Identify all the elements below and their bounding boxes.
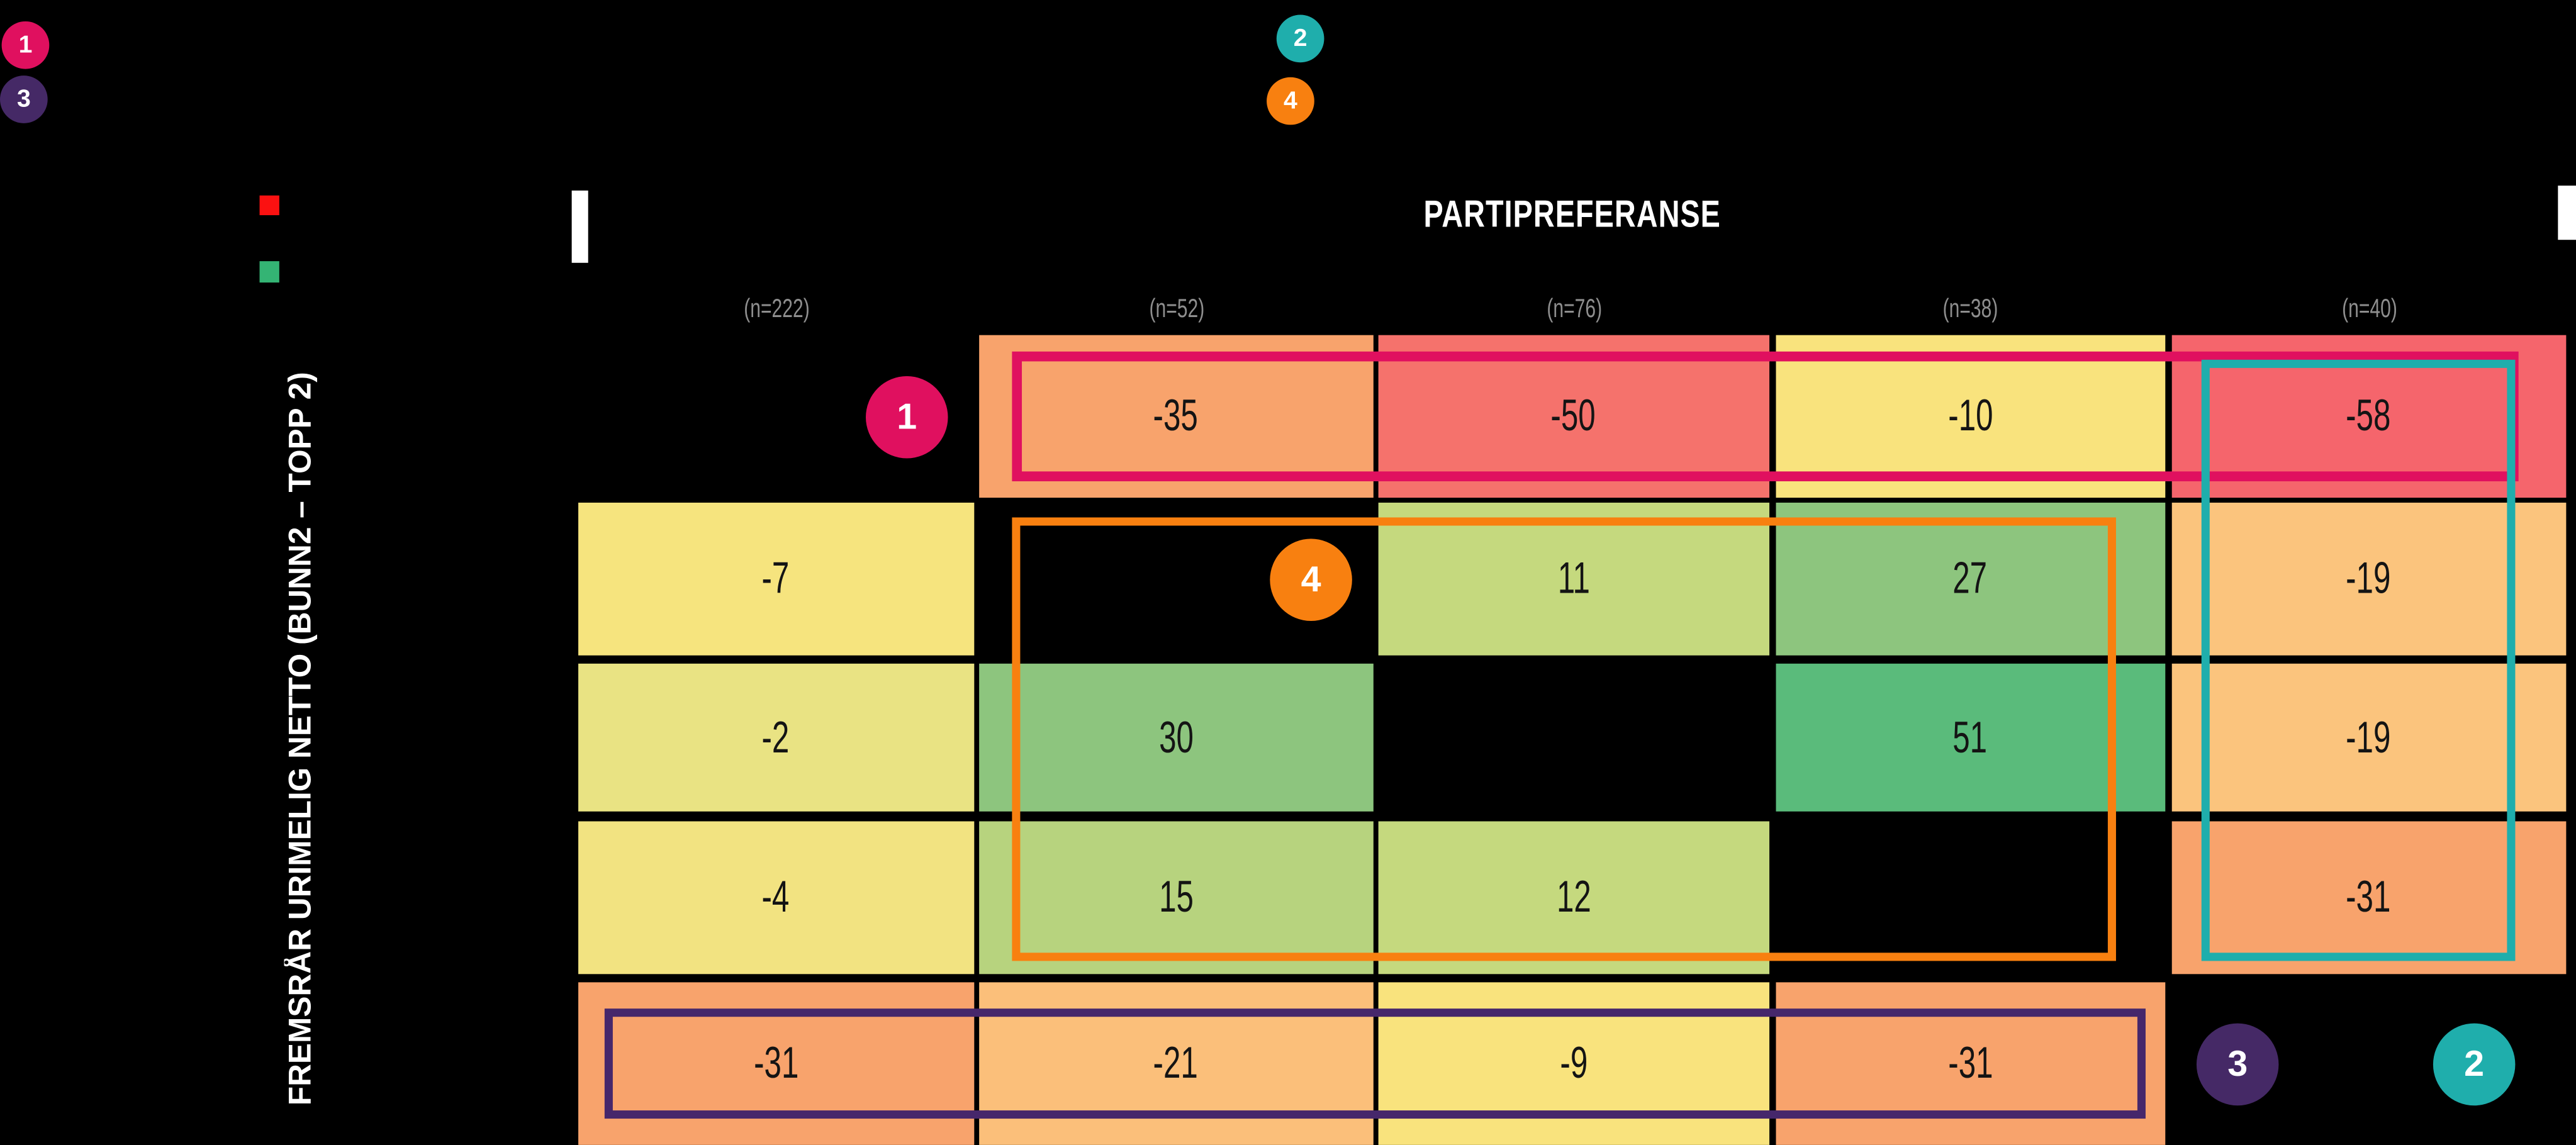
heatmap-cell-r3-c2: 30: [979, 663, 1374, 812]
column-axis-title: PARTIPREFERANSE: [578, 192, 2566, 236]
cell-value: 51: [1953, 712, 1988, 762]
cell-value: -50: [1551, 391, 1597, 440]
column-header-text: (n=222): [743, 295, 809, 324]
column-header-text: (n=38): [1942, 295, 1998, 324]
cell-value: -31: [1948, 1038, 1993, 1088]
column-header-4: (n=38): [1776, 296, 2165, 332]
cell-value: -9: [1560, 1038, 1588, 1088]
cell-value: 11: [1557, 553, 1590, 603]
column-axis-title-text: PARTIPREFERANSE: [1423, 192, 1721, 235]
corner-badge-2: 2: [1276, 14, 1324, 63]
column-header-2: (n=52): [979, 296, 1374, 332]
heatmap-cell-r1-c3: -50: [1378, 335, 1770, 498]
highlight-box-2: [2201, 359, 2516, 961]
cell-value: -31: [2346, 872, 2392, 922]
heatmap-cell-r3-c1: -2: [578, 663, 975, 812]
heatmap-cell-r3-c4: 51: [1776, 663, 2166, 812]
heatmap-cell-r2-c1: -7: [578, 502, 975, 656]
cell-value: -58: [2346, 391, 2392, 440]
corner-badge-1: 1: [1, 21, 50, 69]
heatmap-cell-r1-c2: -35: [979, 335, 1374, 498]
heatmap-cell-r4-c2: 15: [979, 821, 1374, 975]
highlight-box-4: [1012, 517, 2116, 961]
column-header-text: (n=52): [1148, 295, 1204, 324]
heatmap-cell-r3-c5: -19: [2171, 663, 2567, 812]
legend-green-swatch: [259, 261, 279, 283]
cell-value: -7: [762, 553, 790, 603]
cell-value: 27: [1953, 553, 1988, 603]
cell-value: 15: [1158, 872, 1194, 922]
annotation-badge-3: 3: [2196, 1022, 2279, 1105]
heatmap-cell-r1-c4: -10: [1776, 335, 2166, 498]
column-header-5: (n=40): [2172, 296, 2567, 332]
highlight-box-3: [604, 1008, 2146, 1119]
column-header-3: (n=76): [1379, 296, 1769, 332]
heatmap-cell-r2-c3: 11: [1378, 502, 1770, 656]
legend-red-swatch: [259, 195, 279, 216]
column-header-1: (n=222): [578, 296, 974, 332]
cell-value: -19: [2346, 712, 2392, 762]
cell-value: -2: [762, 712, 790, 762]
header-bar-right-icon: [2558, 186, 2576, 240]
cell-value: -19: [2346, 553, 2392, 603]
annotation-badge-2: 2: [2433, 1022, 2516, 1105]
heatmap-cell-r4-c3: 12: [1378, 821, 1770, 975]
column-header-text: (n=76): [1546, 295, 1602, 324]
heatmap-cell-r4-c1: -4: [578, 821, 975, 975]
corner-badge-3: 3: [0, 75, 48, 123]
cell-value: 30: [1158, 712, 1194, 762]
cell-value: -4: [762, 872, 790, 922]
heatmap-cell-r2-c5: -19: [2171, 502, 2567, 656]
cell-value: -10: [1948, 391, 1993, 440]
column-header-text: (n=40): [2341, 295, 2397, 324]
header-bar-left-icon: [571, 190, 588, 263]
annotation-badge-1: 1: [865, 375, 948, 458]
cell-value: 12: [1556, 872, 1591, 922]
heatmap-cell-r2-c4: 27: [1776, 502, 2166, 656]
row-axis-label: FREMSRÅR URIMELIG NETTO (BUNN2 – TOPP 2): [284, 372, 319, 1106]
cell-value: -35: [1153, 391, 1199, 440]
cell-value: -21: [1153, 1038, 1199, 1088]
cell-value: -31: [754, 1038, 799, 1088]
heatmap-cell-r4-c5: -31: [2171, 821, 2567, 975]
annotation-badge-4: 4: [1270, 538, 1352, 620]
corner-badge-4: 4: [1267, 77, 1314, 125]
